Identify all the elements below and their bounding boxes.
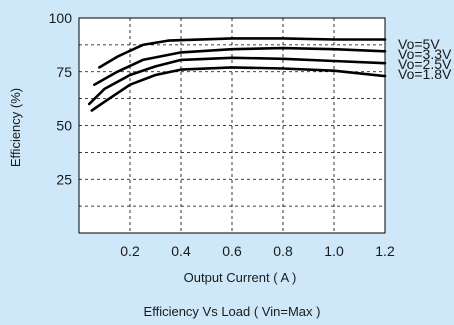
y-tick-label: 50	[56, 118, 72, 134]
y-axis-label: Efficiency (%)	[8, 88, 23, 167]
legend-entry: Vo=2.5V	[398, 56, 452, 72]
legend-entry: Vo=5V	[398, 36, 440, 52]
chart-title: Efficiency Vs Load ( Vin=Max )	[144, 304, 321, 319]
series-lines	[87, 37, 387, 112]
x-tick-label: 1.2	[375, 243, 395, 259]
y-tick-label: 100	[49, 10, 73, 26]
x-tick-label: 1.0	[324, 243, 344, 259]
y-tick-labels: 25 50 75 100	[49, 10, 73, 187]
series-line-4	[90, 66, 387, 112]
x-tick-labels: 0.2 0.4 0.6 0.8 1.0 1.2	[120, 243, 395, 259]
legend-entry: Vo=3.3V	[398, 46, 452, 62]
x-tick-label: 0.2	[120, 243, 140, 259]
y-tick-label: 25	[56, 171, 72, 187]
x-axis-label: Output Current ( A )	[184, 270, 297, 285]
x-tick-label: 0.4	[171, 243, 191, 259]
series-line-3	[87, 56, 387, 106]
x-tick-label: 0.8	[273, 243, 293, 259]
y-tick-label: 75	[56, 64, 72, 80]
series-line-1	[98, 37, 387, 69]
legend-entry: Vo=1.8V	[398, 66, 452, 82]
x-tick-label: 0.6	[222, 243, 242, 259]
series-line-2	[93, 46, 387, 86]
